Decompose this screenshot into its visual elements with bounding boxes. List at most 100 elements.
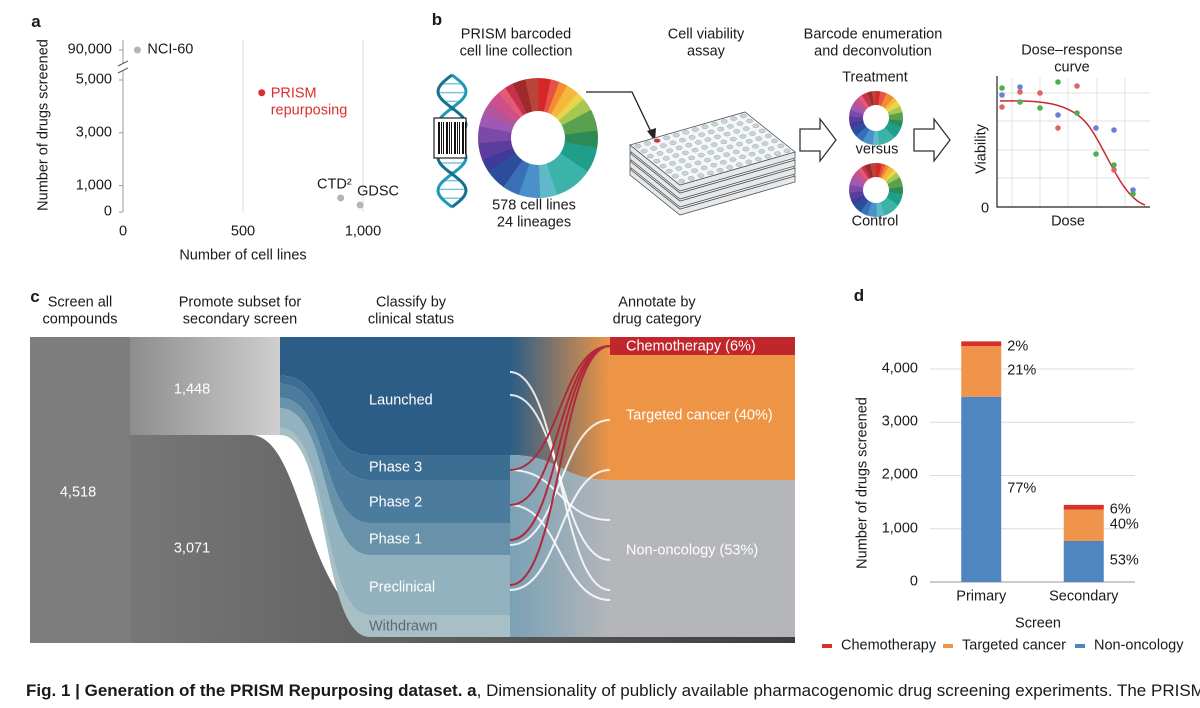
donut-segment — [502, 159, 530, 195]
diagram-label: 0 — [980, 200, 990, 217]
stage-title: Promote subset for secondary screen — [178, 294, 302, 328]
well — [764, 154, 772, 159]
barcode-bar — [443, 122, 444, 154]
bar-segment — [961, 341, 1002, 347]
panel-label: c — [30, 286, 40, 306]
legend-label: Chemotherapy — [841, 637, 937, 654]
flow-label: 3,071 — [173, 540, 211, 557]
diagram-label: Treatment — [842, 69, 908, 86]
donut-segment — [885, 172, 900, 185]
flow-label: 4,518 — [59, 484, 97, 501]
barcode-bar — [449, 122, 450, 154]
donut-segment — [861, 165, 871, 180]
well — [675, 145, 683, 151]
bar-segment — [961, 346, 1002, 397]
donut-segment — [482, 147, 516, 172]
well — [682, 130, 690, 135]
well — [707, 170, 714, 176]
well — [692, 127, 699, 132]
donut-segment — [880, 164, 890, 179]
well — [644, 141, 651, 146]
well — [669, 140, 677, 146]
well — [755, 136, 763, 141]
well — [748, 151, 756, 157]
well — [685, 142, 693, 148]
mini-point — [999, 85, 1005, 91]
process-arrow — [913, 117, 951, 163]
legend-label: Non-oncology — [1094, 637, 1184, 654]
well — [774, 151, 781, 156]
diagram-label: Barcode enumeration and deconvolution — [803, 26, 943, 60]
donut-segment — [878, 91, 887, 107]
well — [678, 158, 686, 163]
stage-title: Screen all compounds — [42, 294, 118, 328]
well — [739, 154, 746, 160]
bar-segment — [1063, 504, 1104, 510]
well — [701, 124, 709, 130]
donut-segment — [488, 152, 523, 188]
donut-segment — [877, 127, 895, 145]
barcode-bar — [454, 122, 456, 154]
donut-segment — [858, 94, 870, 109]
sankey-crossing — [509, 504, 611, 601]
well — [682, 150, 689, 156]
point — [133, 46, 141, 54]
well — [665, 168, 673, 174]
mini-point — [1037, 105, 1043, 111]
mini-axes — [996, 76, 1150, 208]
well — [653, 138, 661, 143]
well — [723, 152, 731, 157]
well — [729, 136, 737, 142]
caption: Fig. 1 | Generation of the PRISM Repurpo… — [26, 681, 1200, 701]
barcode-bar — [459, 122, 460, 154]
mini-point — [1130, 187, 1136, 193]
sankey-flow — [130, 337, 280, 435]
donut-segment — [884, 169, 897, 182]
donut-segment — [884, 122, 902, 138]
donut-segment — [876, 163, 883, 178]
mini-point — [1130, 191, 1136, 197]
legend-swatch — [822, 644, 832, 648]
diagram-label: versus — [855, 141, 899, 158]
well — [704, 157, 711, 163]
donut-segment — [849, 191, 864, 200]
donut-segment — [862, 129, 875, 145]
donut-segment — [855, 126, 870, 142]
mini-point — [1037, 90, 1043, 96]
donut-segment — [546, 153, 588, 196]
well — [669, 161, 676, 166]
donut-segment — [850, 194, 866, 206]
donut-segment — [888, 112, 904, 121]
donut-segment — [851, 123, 867, 137]
legend-label: Targeted cancer — [962, 637, 1066, 654]
mini-point — [1111, 167, 1117, 173]
donut-segment — [858, 167, 870, 181]
well — [749, 131, 756, 136]
category-label: Non-oncology (53%) — [626, 542, 759, 559]
well — [720, 139, 728, 145]
well — [640, 148, 648, 154]
barcode-bar — [451, 122, 452, 154]
well — [659, 163, 667, 169]
status-label: Preclinical — [369, 579, 436, 596]
well — [684, 163, 692, 168]
diagram-label: Viability — [973, 124, 990, 174]
mini-point — [1111, 162, 1117, 168]
well — [783, 148, 791, 154]
point — [337, 194, 345, 202]
data-label: 77% — [1007, 480, 1037, 497]
well — [698, 132, 706, 137]
point-label: GDSC — [357, 183, 400, 200]
well — [634, 143, 642, 149]
arrow-head — [647, 128, 656, 141]
sankey-flow — [280, 337, 510, 455]
donut-segment — [871, 91, 877, 106]
donut-segment — [880, 197, 899, 216]
sankey-flow — [510, 455, 610, 637]
well — [735, 162, 743, 167]
well — [764, 133, 772, 139]
x-tick-label: 1,000 — [344, 223, 382, 240]
donut-segment — [884, 97, 897, 110]
donut-segment — [882, 166, 895, 181]
x-tick-label: 500 — [230, 223, 256, 240]
